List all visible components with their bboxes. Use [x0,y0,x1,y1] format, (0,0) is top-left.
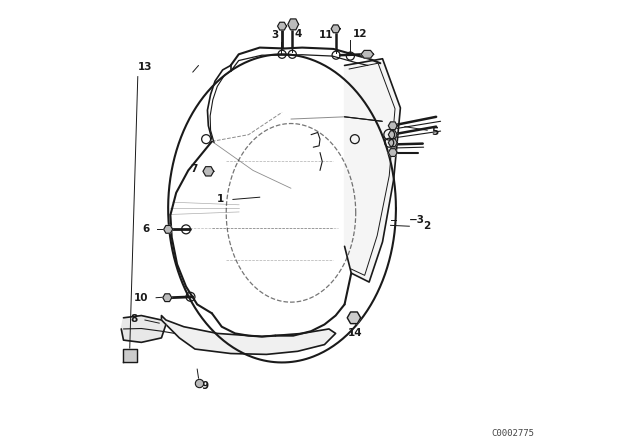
Text: 8: 8 [131,314,138,324]
Text: 7: 7 [190,164,198,174]
Text: 10: 10 [134,293,148,303]
Polygon shape [361,51,374,58]
Polygon shape [288,19,299,30]
Text: 12: 12 [353,29,367,39]
Polygon shape [121,315,166,342]
Text: 3: 3 [271,30,279,40]
Text: −3: −3 [410,215,426,225]
Text: 9: 9 [202,381,209,391]
Text: 1: 1 [217,194,224,204]
Text: 5: 5 [431,126,438,137]
Text: 2: 2 [423,221,430,231]
Polygon shape [331,25,340,33]
Polygon shape [388,149,397,156]
Polygon shape [348,312,361,323]
Text: 11: 11 [319,30,333,40]
Polygon shape [123,349,137,362]
Polygon shape [388,139,397,146]
Polygon shape [164,225,173,233]
Polygon shape [388,122,397,129]
Text: 13: 13 [138,62,152,72]
Polygon shape [203,167,214,176]
Polygon shape [163,294,172,302]
Text: C0002775: C0002775 [492,429,534,439]
Polygon shape [278,22,287,30]
Polygon shape [388,131,397,138]
Text: 4: 4 [294,29,302,39]
Text: 6: 6 [142,224,149,234]
Polygon shape [344,59,401,282]
Text: 14: 14 [348,327,362,338]
Polygon shape [161,315,335,354]
